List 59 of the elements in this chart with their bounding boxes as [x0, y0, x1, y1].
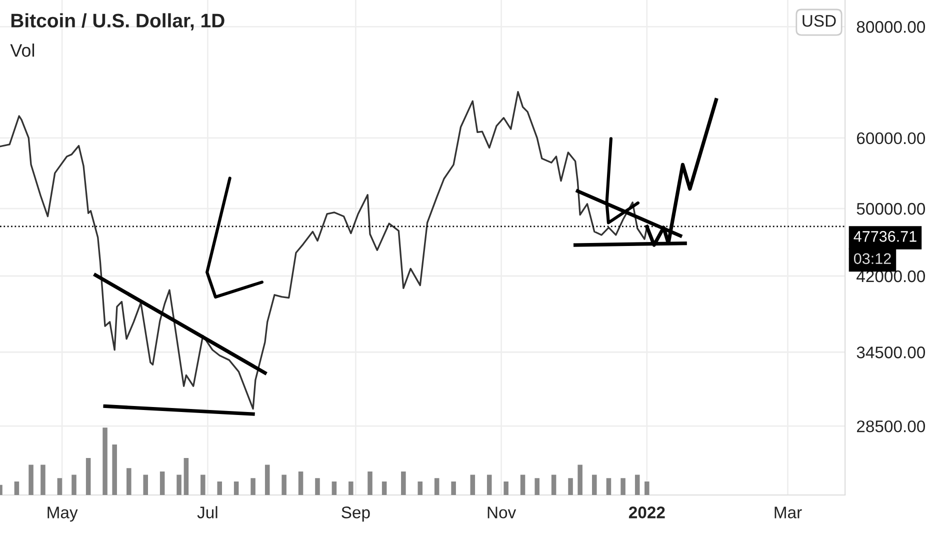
x-tick-label: 2022	[628, 506, 665, 518]
bar	[234, 482, 239, 495]
x-tick-label: May	[48, 506, 78, 522]
x-tick-label: Sep	[342, 506, 370, 522]
bar	[551, 474, 556, 495]
y-tick-label: 60000.00	[857, 132, 926, 144]
bar	[504, 482, 508, 495]
bar	[176, 474, 182, 495]
bar	[606, 478, 612, 495]
bar	[578, 464, 582, 495]
bar	[264, 464, 270, 495]
y-tick-label: 50000.00	[856, 202, 926, 215]
bar	[200, 474, 206, 495]
bar	[348, 482, 354, 495]
bar	[14, 482, 20, 495]
bar	[40, 464, 46, 495]
bar	[520, 474, 526, 495]
bar	[217, 482, 222, 495]
y-tick-label: 80000.00	[856, 21, 926, 33]
text: 03:12	[854, 253, 891, 264]
bar	[634, 474, 640, 495]
bar	[332, 482, 337, 495]
text: Bitcoin / U.S. Dollar, 1D	[11, 13, 224, 30]
bar	[102, 428, 108, 495]
bar	[143, 474, 148, 495]
bar	[486, 474, 492, 495]
bar	[160, 471, 165, 495]
bar	[184, 458, 189, 495]
x-tick-label: Mar	[774, 506, 802, 518]
bar	[72, 474, 76, 495]
bar	[568, 478, 573, 495]
bar	[315, 478, 320, 495]
bar	[418, 482, 423, 495]
bar	[401, 471, 406, 495]
bar	[28, 464, 34, 495]
annotation: USD	[802, 14, 836, 27]
ref-line-label: 47736.71	[854, 231, 916, 242]
bar	[250, 478, 256, 495]
bar	[57, 478, 62, 495]
bar	[126, 468, 132, 495]
bar	[382, 482, 387, 495]
line-series	[0, 90, 648, 410]
bar	[112, 444, 117, 495]
bar	[298, 471, 304, 495]
bar	[451, 482, 456, 495]
bar	[368, 471, 372, 495]
annotation: Vol	[10, 44, 34, 57]
bar	[470, 474, 476, 495]
x-tick-label: Nov	[488, 506, 516, 518]
bar	[620, 478, 626, 495]
bar	[644, 482, 650, 495]
y-tick-label: 28500.00	[856, 420, 926, 432]
bar	[592, 474, 597, 495]
y-tick-label: 34500.00	[856, 346, 926, 358]
x-tick-label: Jul	[197, 506, 218, 518]
bar	[534, 478, 540, 495]
bar	[434, 478, 440, 495]
bar	[86, 458, 91, 495]
bar	[282, 474, 286, 495]
